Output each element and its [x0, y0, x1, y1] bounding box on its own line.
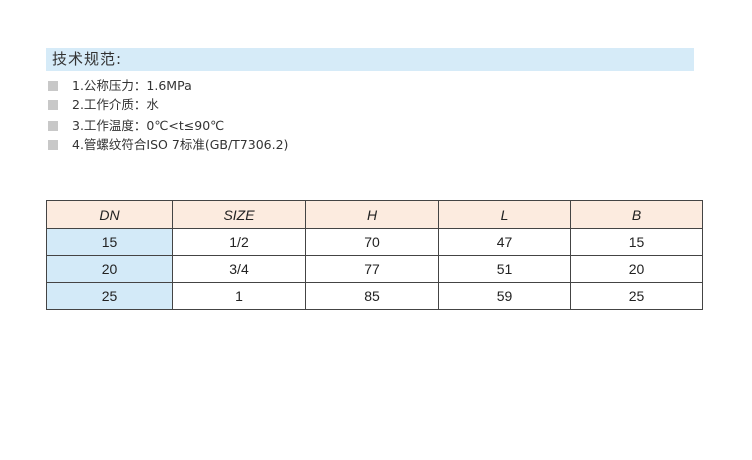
bullet-square-icon — [48, 100, 58, 110]
table-header-row: DN SIZE H L B — [46, 200, 703, 229]
bullet-square-icon — [48, 81, 58, 91]
bullet-square-icon — [48, 140, 58, 150]
spec-item: 2.工作介质：水 — [48, 96, 159, 114]
col-header-h: H — [305, 200, 439, 229]
cell-dn: 15 — [46, 228, 173, 256]
cell-l: 59 — [438, 282, 571, 310]
table-row: 25 1 85 59 25 — [46, 282, 703, 310]
cell-dn: 25 — [46, 282, 173, 310]
spec-text: 1.公称压力：1.6MPa — [72, 78, 192, 93]
spec-text: 4.管螺纹符合ISO 7标准(GB/T7306.2) — [72, 137, 289, 152]
spec-text: 3.工作温度：0℃<t≤90℃ — [72, 118, 225, 133]
cell-b: 15 — [570, 228, 703, 256]
cell-h: 77 — [305, 255, 439, 283]
bullet-square-icon — [48, 121, 58, 131]
cell-h: 85 — [305, 282, 439, 310]
dimensions-table: DN SIZE H L B 15 1/2 70 47 15 20 3/4 77 51 20 25… — [46, 200, 703, 310]
table-row: 20 3/4 77 51 20 — [46, 255, 703, 283]
col-header-b: B — [570, 200, 703, 229]
spec-text: 2.工作介质：水 — [72, 97, 159, 112]
cell-l: 51 — [438, 255, 571, 283]
cell-b: 20 — [570, 255, 703, 283]
spec-item: 1.公称压力：1.6MPa — [48, 77, 192, 95]
col-header-size: SIZE — [172, 200, 306, 229]
cell-dn: 20 — [46, 255, 173, 283]
section-title: 技术规范: — [46, 48, 694, 71]
cell-size: 1/2 — [172, 228, 306, 256]
spec-item: 4.管螺纹符合ISO 7标准(GB/T7306.2) — [48, 136, 288, 154]
cell-l: 47 — [438, 228, 571, 256]
spec-item: 3.工作温度：0℃<t≤90℃ — [48, 117, 224, 135]
cell-size: 3/4 — [172, 255, 306, 283]
col-header-dn: DN — [46, 200, 173, 229]
cell-h: 70 — [305, 228, 439, 256]
table-row: 15 1/2 70 47 15 — [46, 228, 703, 256]
cell-size: 1 — [172, 282, 306, 310]
cell-b: 25 — [570, 282, 703, 310]
col-header-l: L — [438, 200, 571, 229]
